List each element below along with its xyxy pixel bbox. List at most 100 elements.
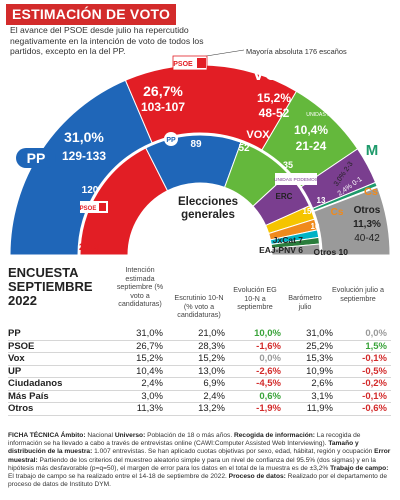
error-text: Partiendo de los criterios del muestreo … (8, 456, 376, 472)
error-label: Error muestral: (8, 448, 391, 464)
cs-seat-15: 15 (303, 207, 312, 216)
table-cell: 0,6% (229, 390, 285, 403)
page-subtitle: El avance del PSOE desde julio ha reperc… (10, 25, 204, 56)
segment-otros (313, 186, 391, 256)
svg-text:PSOE: PSOE (80, 206, 97, 212)
party-name: Más País (8, 390, 103, 403)
table-row: Vox 15,2% 15,2% 0,0% 15,3% -0,1% (8, 352, 391, 366)
table-cell: 6,9% (167, 377, 229, 391)
pnv-label: EAJ-PNV 6 (259, 245, 303, 255)
table-cell: 1,5% (337, 340, 391, 353)
svg-text:PP: PP (166, 137, 176, 144)
otros-outer-name: Otros (354, 205, 381, 216)
table-cell: 10,9% (285, 365, 337, 378)
table-cell: 2,4% (167, 390, 229, 403)
col-header-5: Evolución julio a septiembre (332, 285, 384, 303)
year-label: 2019 (79, 242, 99, 252)
survey-title-text: ENCUESTA SEPTIEMBRE 2022 (8, 265, 93, 308)
table-cell: -0,2% (337, 377, 391, 391)
table-cell: -1,9% (229, 402, 285, 416)
svg-text:UNIDAS PODEMOS: UNIDAS PODEMOS (274, 177, 318, 183)
table-cell: 10,0% (229, 328, 285, 341)
table-row: Ciudadanos 2,4% 6,9% -4,5% 2,6% -0,2% (8, 377, 391, 391)
table-cell: -1,6% (229, 340, 285, 353)
hemicycle-chart: Elecciones generales 26,7% 103-107 31,0% … (9, 49, 391, 257)
table-cell: 21,0% (167, 328, 229, 341)
cs-logo: Cs (364, 186, 378, 198)
trabajo-text: El trabajo de campo se ha realizado entr… (8, 473, 229, 481)
table-cell: 25,2% (285, 340, 337, 353)
up-outer-seats: 21-24 (296, 139, 327, 153)
col-header-2: Escrutinio 10-N (% voto a candidaturas) (174, 293, 224, 320)
inner-ring (79, 134, 321, 256)
vox-inner-seats: 52 (238, 143, 250, 154)
page-title: ESTIMACIÓN DE VOTO (6, 4, 177, 25)
center-title: Elecciones generales (178, 196, 238, 221)
jxcat-label: JxCat 7 (273, 235, 304, 245)
table-row: UP 10,4% 13,0% -2,6% 10,9% -0,5% (8, 365, 391, 378)
col-header-3: Evolución EG 10-N a septiembre (233, 285, 277, 312)
table-cell: 11,3% (103, 402, 167, 416)
vox-logo-inner: VOX (246, 129, 270, 141)
party-name: Vox (8, 352, 103, 366)
vox-logo: VOX (252, 64, 292, 85)
col-header-4: Barómetro julio (288, 293, 322, 311)
otros-outer-pct: 11,3% (353, 219, 381, 230)
table-cell: 15,2% (167, 352, 229, 366)
recogida-text: La recogida de información se ha llevado… (8, 432, 361, 448)
vox-outer-pct: 15,2% (257, 91, 291, 105)
pp-inner-seats: 89 (190, 139, 202, 150)
party-name: Ciudadanos (8, 377, 103, 391)
erc-name: ERC (276, 192, 293, 201)
psoe-outer-seats: 103-107 (141, 100, 185, 114)
proceso-label: Proceso de datos: (228, 473, 286, 481)
ficha-text: Nacional (85, 432, 115, 439)
universo-text: Población de 18 o más años. (145, 432, 234, 439)
tamano-text: 1.007 entrevistas. Se han aplicado cuota… (92, 448, 375, 456)
cs-logo-inner: Cs (331, 207, 344, 218)
table-cell: -2,6% (229, 365, 285, 378)
survey-title: ENCUESTA SEPTIEMBRE 2022 (8, 266, 108, 308)
pp-logo-inner: PP (164, 132, 178, 146)
table-cell: 11,9% (285, 402, 337, 416)
table-cell: 13,2% (167, 402, 229, 416)
table-cell: -4,5% (229, 377, 285, 391)
svg-text:PSOE: PSOE (173, 61, 193, 68)
up-logo-inner: UNIDAS PODEMOS (274, 173, 318, 185)
pp-outer-seats: 129-133 (62, 149, 106, 163)
party-name: UP (8, 365, 103, 378)
segment-otros (271, 243, 321, 256)
table-cell: 31,0% (103, 328, 167, 341)
psoe-outer-pct: 26,7% (143, 83, 183, 99)
party-name: PP (8, 328, 103, 341)
table-cell: -0,6% (337, 402, 391, 416)
pp-outer-pct: 31,0% (64, 129, 104, 145)
table-cell: 15,3% (285, 352, 337, 366)
survey-table: PP 31,0% 21,0% 10,0% 31,0% 0,0% PSOE 26,7% 28,3%… (8, 328, 391, 416)
party-name: PSOE (8, 340, 103, 353)
up-outer-pct: 10,4% (294, 123, 328, 137)
svg-text:UNIDAS PODEMOS: UNIDAS PODEMOS (306, 112, 354, 118)
col-header-1: Intención estimada septiembre (% voto a … (116, 265, 164, 309)
majority-note: Mayoría absoluta 176 escaños (246, 47, 347, 56)
party-name: Otros (8, 402, 103, 416)
pp-logo: PP (16, 148, 56, 168)
recogida-label: Recogida de información: (234, 432, 315, 439)
tamano-label: Tamaño y distribución de la muestra: (8, 440, 359, 456)
erc-inner-seats: 13 (317, 196, 326, 205)
cs-inner-seats: 10 (311, 222, 320, 231)
table-cell: -0,1% (337, 390, 391, 403)
table-cell: 3,1% (285, 390, 337, 403)
table-row: PSOE 26,7% 28,3% -1,6% 25,2% 1,5% (8, 340, 391, 353)
table-cell: 0,0% (337, 328, 391, 341)
up-logo: UNIDAS PODEMOS (306, 112, 354, 118)
otros-inner-label: Otros 10 (314, 247, 349, 257)
psoe-inner-seats: 120 (82, 185, 99, 196)
psoe-logo: PSOE (172, 55, 208, 71)
mp-logo: M (366, 142, 379, 159)
table-cell: -0,1% (337, 352, 391, 366)
table-cell: 2,4% (103, 377, 167, 391)
table-cell: 15,2% (103, 352, 167, 366)
table-cell: 0,0% (229, 352, 285, 366)
table-cell: -0,5% (337, 365, 391, 378)
